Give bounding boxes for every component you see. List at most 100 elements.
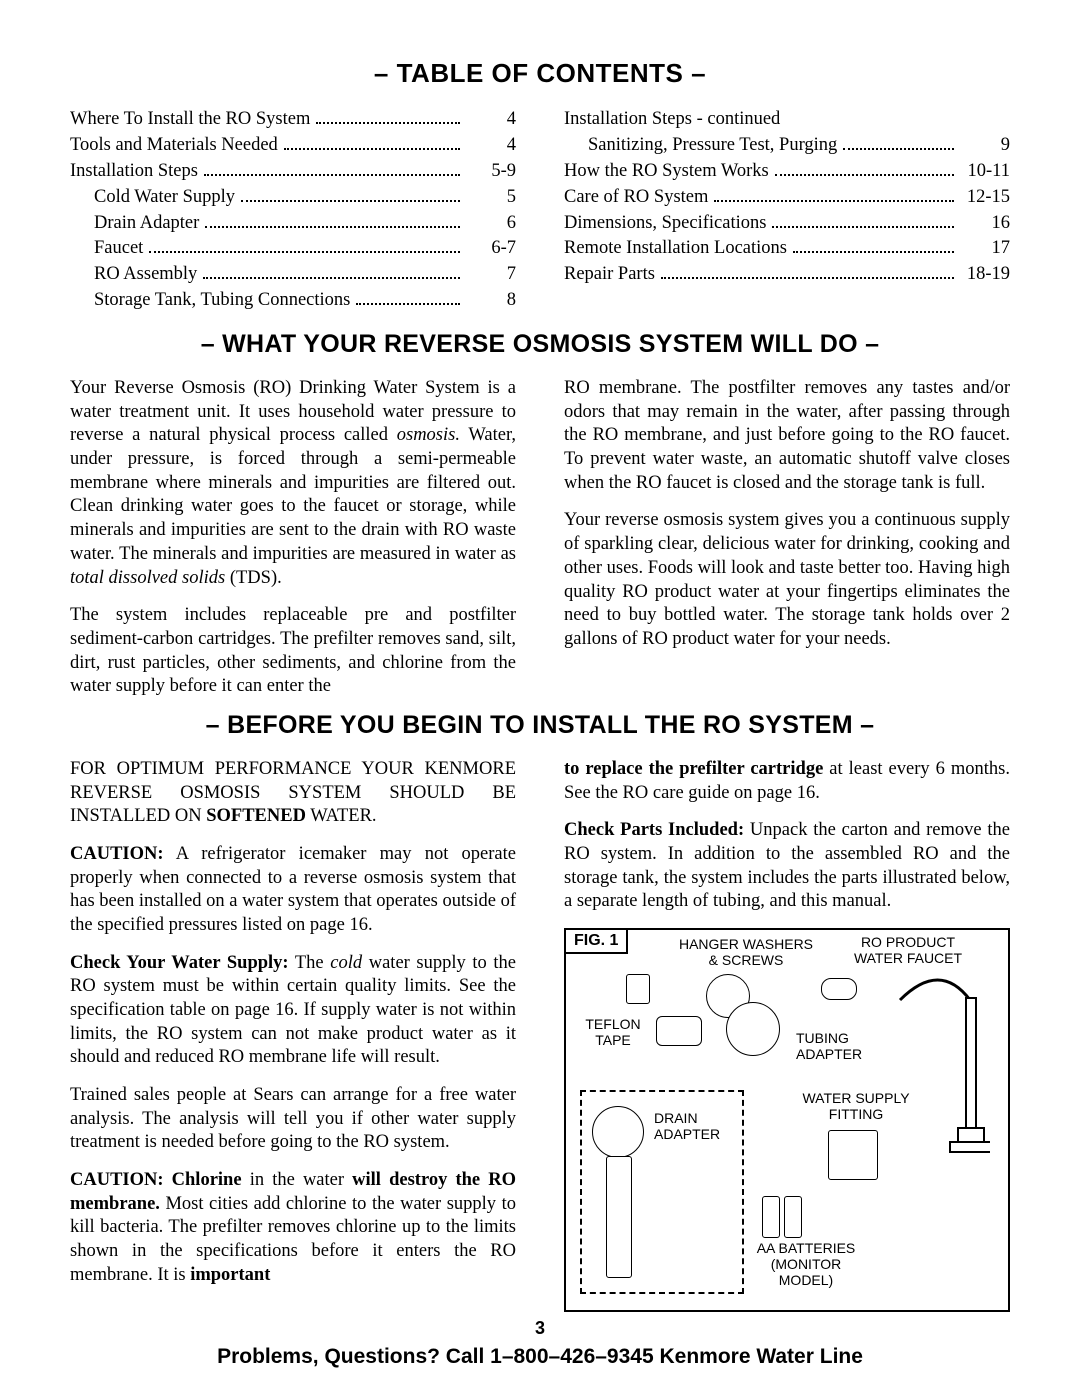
toc-dots — [203, 277, 460, 279]
toc-page: 5 — [466, 185, 516, 211]
toc-label: RO Assembly — [94, 262, 197, 288]
toc-label: Installation Steps — [70, 159, 198, 185]
toc-page: 10-11 — [960, 159, 1010, 185]
before-p1: FOR OPTIMUM PERFORMANCE YOUR KENMORE REV… — [70, 758, 516, 829]
before-p7: Check Parts Included: Unpack the carton … — [564, 819, 1010, 914]
before-p6: to replace the prefilter cartridge at le… — [564, 758, 1010, 805]
part-adapter-icon — [726, 1002, 780, 1056]
before-p4: Trained sales people at Sears can arrang… — [70, 1084, 516, 1155]
page-number: 3 — [0, 1318, 1080, 1339]
toc-dots — [775, 174, 954, 176]
t: Check Your Water Supply: — [70, 953, 289, 973]
toc-page: 9 — [960, 133, 1010, 159]
toc-dots — [843, 148, 954, 150]
toc-row: Dimensions, Specifications 16 — [564, 211, 1010, 237]
toc-page: 17 — [960, 236, 1010, 262]
t: TEFLONTAPE — [585, 1016, 640, 1048]
part-supply-icon — [828, 1130, 878, 1180]
fig-drain-label: DRAINADAPTER — [654, 1110, 734, 1142]
toc-page: 12-15 — [960, 185, 1010, 211]
toc-row: RO Assembly 7 — [70, 262, 516, 288]
what-right: RO membrane. The postfilter removes any … — [564, 377, 1010, 699]
part-washer-icon — [626, 974, 650, 1004]
toc-dots — [284, 148, 460, 150]
before-p3: Check Your Water Supply: The cold water … — [70, 952, 516, 1070]
toc-page: 5-9 — [466, 159, 516, 185]
toc-dots — [149, 251, 460, 253]
what-section: Your Reverse Osmosis (RO) Drinking Water… — [70, 377, 1010, 699]
t: HANGER WASHERS& SCREWS — [679, 936, 813, 968]
fig-teflon-label: TEFLONTAPE — [578, 1016, 648, 1048]
toc-left-col: Where To Install the RO System4Tools and… — [70, 107, 516, 314]
t: CAUTION: Chlorine — [70, 1170, 242, 1190]
toc-row: Where To Install the RO System4 — [70, 107, 516, 133]
toc-row: Storage Tank, Tubing Connections8 — [70, 288, 516, 314]
toc-label: Tools and Materials Needed — [70, 133, 278, 159]
part-battery2-icon — [784, 1196, 802, 1238]
toc-label: Cold Water Supply — [94, 185, 235, 211]
toc-row: How the RO System Works10-11 — [564, 159, 1010, 185]
before-p5: CAUTION: Chlorine in the water will dest… — [70, 1169, 516, 1287]
toc-label: Sanitizing, Pressure Test, Purging — [588, 133, 837, 159]
part-drain-box: DRAINADAPTER — [580, 1090, 744, 1294]
toc-dots — [793, 251, 954, 253]
toc-dots — [356, 303, 460, 305]
part-faucet-icon — [880, 970, 990, 1170]
part-teflon-icon — [656, 1016, 702, 1046]
toc-page: 8 — [466, 288, 516, 314]
toc-right-col: Installation Steps - continuedSanitizing… — [564, 107, 1010, 314]
toc-dots — [205, 226, 460, 228]
toc-title: – TABLE OF CONTENTS – — [70, 58, 1010, 89]
what-p3: RO membrane. The postfilter removes any … — [564, 377, 1010, 495]
toc-row: Drain Adapter6 — [70, 211, 516, 237]
what-p1: Your Reverse Osmosis (RO) Drinking Water… — [70, 377, 516, 590]
toc-row: Faucet6-7 — [70, 236, 516, 262]
before-right: to replace the prefilter cartridge at le… — [564, 758, 1010, 1312]
before-left: FOR OPTIMUM PERFORMANCE YOUR KENMORE REV… — [70, 758, 516, 1312]
toc-dots — [316, 122, 460, 124]
toc-label: Installation Steps - continued — [564, 107, 780, 133]
what-title: – WHAT YOUR REVERSE OSMOSIS SYSTEM WILL … — [70, 330, 1010, 359]
toc-row: Cold Water Supply 5 — [70, 185, 516, 211]
toc-dots — [241, 200, 460, 202]
toc-dots — [714, 200, 954, 202]
toc-row: Sanitizing, Pressure Test, Purging 9 — [564, 133, 1010, 159]
t: Check Parts Included: — [564, 820, 744, 840]
toc-label: Drain Adapter — [94, 211, 199, 237]
t: DRAINADAPTER — [654, 1110, 720, 1142]
what-p4: Your reverse osmosis system gives you a … — [564, 509, 1010, 651]
before-title: – BEFORE YOU BEGIN TO INSTALL THE RO SYS… — [70, 711, 1010, 740]
before-section: FOR OPTIMUM PERFORMANCE YOUR KENMORE REV… — [70, 758, 1010, 1312]
fig-hanger-label: HANGER WASHERS& SCREWS — [676, 936, 816, 968]
toc-page: 16 — [960, 211, 1010, 237]
toc-label: Care of RO System — [564, 185, 708, 211]
toc-row: Repair Parts18-19 — [564, 262, 1010, 288]
toc-page: 6-7 — [466, 236, 516, 262]
t: CAUTION: — [70, 844, 164, 864]
toc-page: 7 — [466, 262, 516, 288]
t: cold — [330, 953, 362, 973]
before-p2: CAUTION: A refrigerator icemaker may not… — [70, 843, 516, 938]
toc-row: Tools and Materials Needed4 — [70, 133, 516, 159]
footer-helpline: Problems, Questions? Call 1–800–426–9345… — [0, 1345, 1080, 1369]
toc-label: Where To Install the RO System — [70, 107, 310, 133]
t: TUBINGADAPTER — [796, 1030, 862, 1062]
t: AA BATTERIES(MONITORMODEL) — [757, 1240, 856, 1288]
part-screw-icon — [821, 978, 857, 1000]
t: osmosis. — [397, 425, 460, 445]
toc-dots — [661, 277, 954, 279]
part-drain-top-icon — [592, 1106, 644, 1158]
toc-label: Repair Parts — [564, 262, 655, 288]
t: RO PRODUCTWATER FAUCET — [854, 934, 962, 966]
fig-faucet-label: RO PRODUCTWATER FAUCET — [848, 934, 968, 966]
t: in the water — [242, 1170, 353, 1190]
page: – TABLE OF CONTENTS – Where To Install t… — [0, 0, 1080, 1397]
toc-label: Dimensions, Specifications — [564, 211, 766, 237]
fig-batt-label: AA BATTERIES(MONITORMODEL) — [746, 1240, 866, 1288]
toc-row: Remote Installation Locations17 — [564, 236, 1010, 262]
part-drain-body-icon — [606, 1156, 632, 1278]
what-p2: The system includes replaceable pre and … — [70, 604, 516, 699]
part-battery1-icon — [762, 1196, 780, 1238]
toc: Where To Install the RO System4Tools and… — [70, 107, 1010, 314]
t: total dissolved solids — [70, 568, 225, 588]
